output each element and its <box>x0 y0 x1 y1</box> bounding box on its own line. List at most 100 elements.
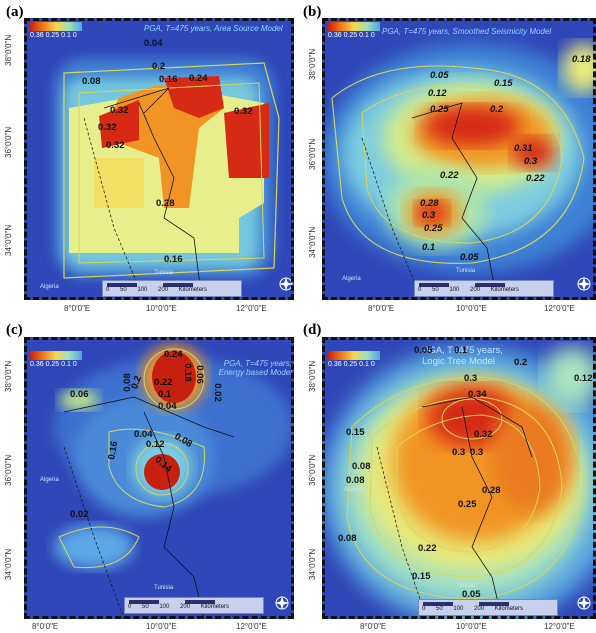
contour-label: 0.34 <box>468 389 487 400</box>
contour-label: 0.04 <box>144 38 163 49</box>
panel-b-map: 0.36 0.25 0.1 0 PGA, T=475 years, Smooth… <box>322 18 596 300</box>
lon-label: 10°0'0"E <box>456 304 487 313</box>
country-label-tunisia: Tunisia <box>154 585 174 591</box>
contour-label: 0.2 <box>490 104 504 115</box>
contour-label: 0.08 <box>352 461 371 472</box>
contour-label: 0.2 <box>152 61 166 72</box>
lon-label: 8°0'0"E <box>368 304 395 313</box>
lon-label: 12°0'0"E <box>544 622 575 631</box>
contour-label: 0.02 <box>211 383 223 402</box>
contour-label: 0.05 <box>460 252 479 263</box>
lon-label: 12°0'0"E <box>544 304 575 313</box>
lat-label: 34°0'0"N <box>308 226 317 258</box>
lat-label: 34°0'0"N <box>308 548 317 580</box>
contour-label: 0.04 <box>158 401 177 412</box>
lon-label: 10°0'0"E <box>456 622 487 631</box>
north-arrow-icon <box>577 596 591 610</box>
contour-label: 0.05 <box>462 589 481 600</box>
panel-a-title: PGA, T=475 years, Area Source Model <box>144 24 283 33</box>
lat-label: 36°0'0"N <box>308 138 317 170</box>
scale-bar: 0 50 100 200 Kilometers <box>418 599 558 616</box>
north-arrow-icon <box>577 277 591 291</box>
country-label-tunisia: Tunisia <box>456 583 476 589</box>
panel-d-map: 0.36 0.25 0.1 0 PGA, T=475 years, Logic … <box>322 337 596 619</box>
legend-color-bar <box>30 22 82 31</box>
contour-label: 0.22 <box>154 377 173 388</box>
contour-label: 0.12 <box>428 88 447 99</box>
country-label-tunisia: Tunisia <box>456 268 476 274</box>
lat-label: 38°0'0"N <box>308 48 317 80</box>
panel-c-map: 0.36 0.25 0.1 0 PGA, T=475 years, Energy… <box>24 337 294 619</box>
panel-a-hazard-surface <box>24 18 294 300</box>
lon-label: 10°0'0"E <box>146 622 177 631</box>
lat-label: 38°0'0"N <box>4 360 13 392</box>
legend-values: 0.36 0.25 0.1 0 <box>30 32 77 39</box>
lon-label: 10°0'0"E <box>146 304 177 313</box>
contour-label: 0.22 <box>418 543 437 554</box>
contour-label: 0.32 <box>234 106 253 117</box>
contour-label: 0.28 <box>420 198 439 209</box>
panel-b-label: (b) <box>303 4 322 20</box>
contour-label: 0.08 <box>82 76 101 87</box>
legend-values: 0.36 0.25 0.1 0 <box>30 361 77 368</box>
contour-label: 0.24 <box>189 73 208 84</box>
contour-label: 0.16 <box>159 74 178 85</box>
legend-color-bar <box>30 351 82 360</box>
lat-label: 38°0'0"N <box>4 34 13 66</box>
panel-c-label: (c) <box>6 322 23 338</box>
contour-label: 0.06 <box>193 365 205 384</box>
country-label-algeria: Algeria <box>342 276 361 282</box>
contour-label: 0.3 <box>470 447 484 458</box>
contour-label: 0.15 <box>346 427 365 438</box>
panel-d-legend: 0.36 0.25 0.1 0 <box>328 351 380 368</box>
contour-label: 0.28 <box>482 485 501 496</box>
panel-c-legend: 0.36 0.25 0.1 0 <box>30 351 82 368</box>
lon-label: 8°0'0"E <box>32 622 59 631</box>
country-label-algeria: Algeria <box>344 487 363 493</box>
contour-label: 0.12 <box>146 439 165 450</box>
contour-label: 0.18 <box>572 54 591 65</box>
contour-label: 0.06 <box>70 389 89 400</box>
contour-label: 0.3 <box>524 156 538 167</box>
scale-bar: 0 50 100 200 Kilometers <box>124 597 264 614</box>
lon-label: 12°0'0"E <box>236 622 267 631</box>
lat-label: 36°0'0"N <box>4 126 13 158</box>
panel-d-title: PGA, T=475 years, Logic Tree Model <box>422 345 503 367</box>
panel-b-hazard-surface <box>322 18 596 300</box>
contour-label: 0.22 <box>440 170 459 181</box>
panel-a-legend: 0.36 0.25 0.1 0 <box>30 22 82 39</box>
contour-label: 0.05 <box>414 345 433 356</box>
lat-label: 36°0'0"N <box>308 454 317 486</box>
contour-label: 0.12 <box>574 373 593 384</box>
lat-label: 38°0'0"N <box>308 360 317 392</box>
scale-bar: 0 50 100 200 Kilometers <box>102 280 242 297</box>
legend-values: 0.36 0.25 0.1 0 <box>328 361 375 368</box>
contour-label: 0.28 <box>156 198 175 209</box>
north-arrow-icon <box>275 596 289 610</box>
contour-label: 0.1 <box>454 345 468 356</box>
country-label-tunisia: Tunisia <box>154 270 174 276</box>
contour-label: 0.05 <box>430 70 449 81</box>
contour-label: 0.25 <box>430 104 449 115</box>
contour-label: 0.16 <box>164 254 183 265</box>
lat-label: 36°0'0"N <box>4 454 13 486</box>
contour-label: 0.24 <box>164 349 183 360</box>
lat-label: 34°0'0"N <box>4 224 13 256</box>
contour-label: 0.18 <box>181 363 193 382</box>
contour-label: 0.32 <box>474 429 493 440</box>
contour-label: 0.1 <box>422 242 436 253</box>
contour-label: 0.25 <box>424 223 443 234</box>
contour-label: 0.1 <box>158 389 172 400</box>
contour-label: 0.3 <box>464 373 478 384</box>
country-label-algeria: Algeria <box>40 284 59 290</box>
panel-d-label: (d) <box>303 322 322 338</box>
contour-label: 0.15 <box>412 571 431 582</box>
contour-label: 0.22 <box>526 173 545 184</box>
contour-label: 0.32 <box>98 122 117 133</box>
legend-color-bar <box>328 351 380 360</box>
contour-label: 0.15 <box>494 78 513 89</box>
panel-c-title: PGA, T=475 years, Energy based Model <box>218 359 292 377</box>
country-label-algeria: Algeria <box>40 477 59 483</box>
panel-b-legend: 0.36 0.25 0.1 0 <box>328 22 380 39</box>
contour-label: 0.3 <box>422 210 436 221</box>
